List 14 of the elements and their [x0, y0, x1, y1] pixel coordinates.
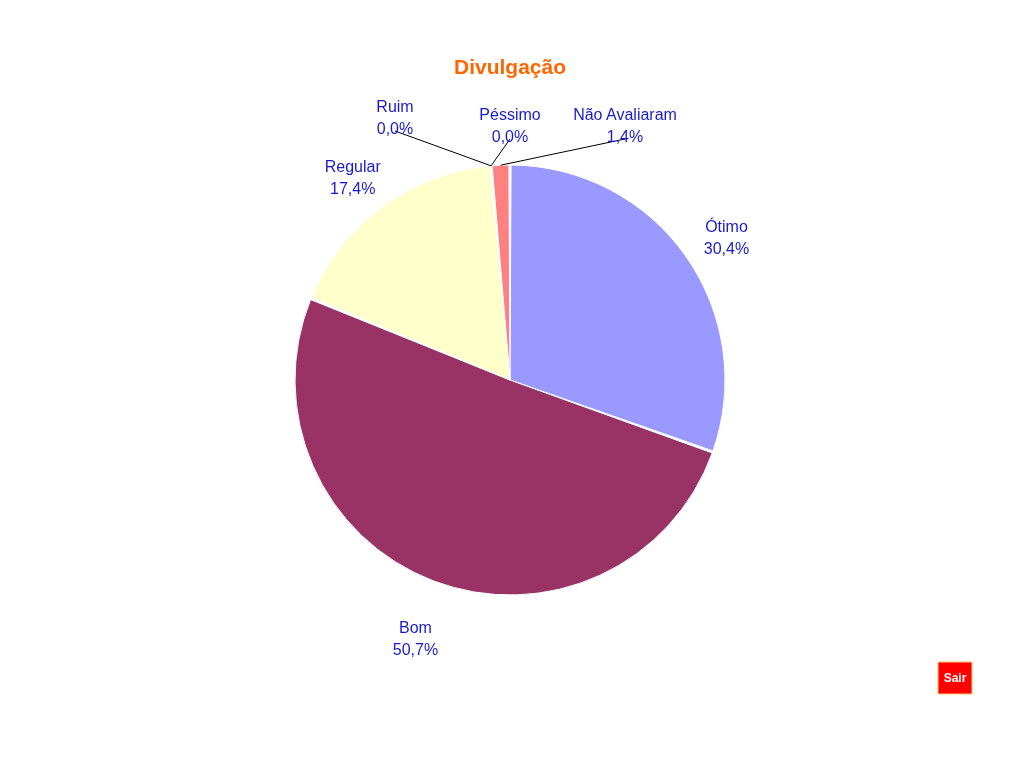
data-label: 1,4%	[606, 128, 644, 145]
slice-label: Ótimo	[705, 217, 748, 236]
data-label: 17,4%	[330, 179, 376, 197]
data-label: 50,7%	[392, 640, 439, 658]
slice-label: Regular	[324, 157, 382, 175]
data-label: 30,4%	[703, 240, 750, 258]
text: Sair	[943, 671, 967, 685]
slice-label: Bom	[399, 618, 432, 636]
text: 0,0%	[491, 128, 529, 145]
category-label: Ruim	[376, 98, 414, 115]
chart-title: Divulgação	[453, 55, 567, 78]
category-label: Péssimo	[479, 106, 541, 123]
text: 0,0%	[376, 120, 414, 137]
slice-label: Não Avaliaram	[573, 106, 677, 123]
